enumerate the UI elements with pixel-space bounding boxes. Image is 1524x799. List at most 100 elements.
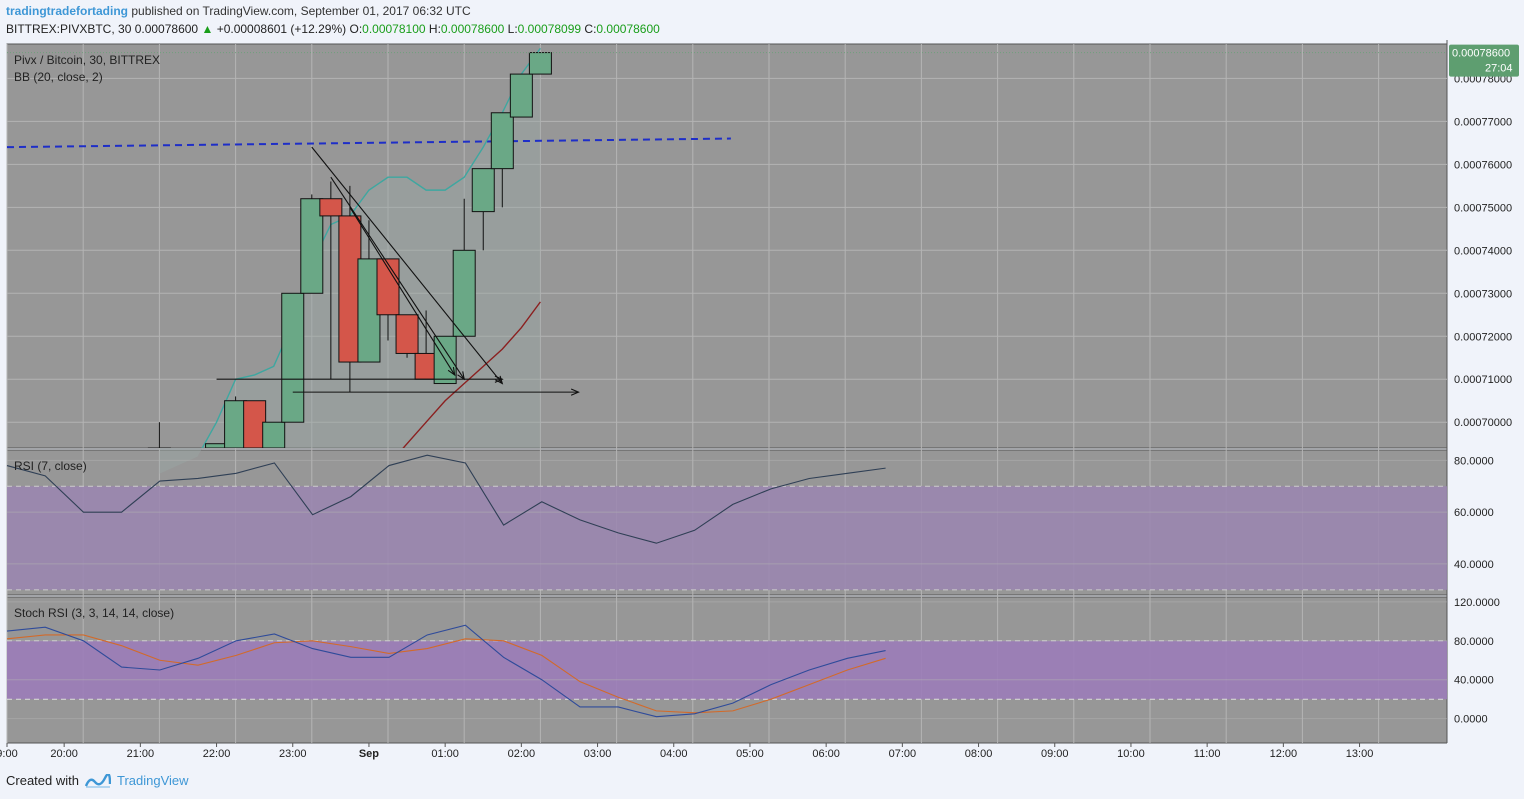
candle-body [471, 168, 495, 213]
open-label: O: [349, 22, 363, 36]
low-label: L: [507, 22, 518, 36]
rsi-pane-title: RSI (7, close) [14, 459, 87, 473]
stoch-d-line [6, 634, 886, 714]
time-tick-label: 20:00 [50, 748, 78, 760]
price-axis-area [1447, 40, 1524, 770]
candle-body [262, 421, 286, 448]
tradingview-brand[interactable]: TradingView [116, 773, 189, 788]
price-tick-label: 0.00074000 [1454, 245, 1512, 257]
high-label: H: [428, 22, 441, 36]
candle-body [490, 112, 514, 170]
symbol-price: BITTREX:PIVXBTC, 30 0.00078600 [6, 22, 199, 36]
price-tick-label: 0.00070000 [1454, 417, 1512, 429]
rsi-band-fill [7, 486, 1447, 590]
candle-up [262, 421, 286, 448]
open-value: 0.00078100 [362, 22, 426, 36]
time-tick-label: 11:00 [1194, 748, 1221, 760]
candle-up [471, 168, 495, 251]
time-tick-label: 05:00 [736, 748, 764, 760]
time-tick-label: 9:00 [0, 748, 18, 760]
time-tick-label: 07:00 [889, 748, 917, 760]
symbol-line: BITTREX:PIVXBTC, 30 0.00078600 ▲ +0.0000… [6, 22, 660, 36]
main-horizontal-grid [7, 77, 1447, 423]
time-tick-label: 01:00 [431, 748, 459, 760]
time-tick-label: 06:00 [812, 748, 840, 760]
stoch-tick-label: 0.0000 [1454, 714, 1488, 726]
candle-body [509, 73, 533, 118]
candle-up [509, 73, 533, 118]
candle-body [395, 314, 419, 354]
time-tick-label: 09:00 [1041, 748, 1069, 760]
close-label: C: [584, 22, 597, 36]
footer: Created with TradingView [6, 773, 189, 788]
bb-upper-band [201, 47, 541, 448]
vertical-grid [6, 44, 1380, 743]
up-arrow-icon: ▲ [201, 22, 214, 36]
rsi-line [6, 454, 886, 544]
time-tick-label: 02:00 [508, 748, 536, 760]
published-text: published on TradingView.com, September … [131, 4, 471, 18]
main-plot [7, 47, 731, 448]
stoch-tick-label: 40.0000 [1454, 675, 1494, 687]
stoch-k-line [6, 624, 886, 718]
time-tick-label: 13:00 [1346, 748, 1374, 760]
change-text: +0.00008601 (+12.29%) [216, 22, 347, 36]
publish-line: tradingtradefortading published on Tradi… [6, 4, 471, 18]
candle-up [281, 292, 305, 423]
trendline [311, 146, 503, 384]
candle-up [300, 194, 324, 294]
stoch-tick-label: 80.0000 [1454, 636, 1494, 648]
close-value: 0.00078600 [596, 22, 660, 36]
chart-canvas[interactable]: 0.00070000 0.00071000 0.00072000 0.00073000… [0, 40, 1524, 770]
candle-up [357, 220, 381, 363]
time-tick-label: Sep [359, 748, 379, 760]
time-tick-label: 08:00 [965, 748, 993, 760]
candle-up [528, 52, 552, 75]
rsi-tick-label: 40.0000 [1454, 559, 1494, 571]
tradingview-logo-icon [84, 773, 111, 788]
bb-indicator-label: BB (20, close, 2) [14, 70, 103, 84]
created-with-text: Created with [6, 773, 79, 788]
candle-down [319, 181, 343, 380]
low-value: 0.00078099 [517, 22, 582, 36]
candle-up [490, 112, 514, 208]
arrowhead [447, 366, 456, 377]
high-value: 0.00078600 [440, 22, 505, 36]
last-price-tag [1449, 44, 1519, 77]
price-tick-label: 0.00072000 [1454, 331, 1512, 343]
price-tick-label: 0.00077000 [1454, 116, 1512, 128]
trendline [349, 207, 456, 376]
stoch-tick-label: 120.0000 [1454, 597, 1500, 609]
author-link[interactable]: tradingtradefortading [6, 4, 128, 18]
candle-body [528, 52, 552, 75]
price-tick-label: 0.00076000 [1454, 159, 1512, 171]
trendline [330, 176, 465, 380]
stoch-band-fill [7, 640, 1447, 700]
blue-dashed-level-line [7, 137, 731, 149]
time-tick-label: 21:00 [127, 748, 155, 760]
time-tick-label: 12:00 [1270, 748, 1298, 760]
time-tick-label: 22:00 [203, 748, 231, 760]
time-tick-label: 23:00 [279, 748, 307, 760]
trendline-arrow [292, 388, 580, 396]
rsi-tick-label: 60.0000 [1454, 507, 1494, 519]
candle-body [319, 198, 343, 217]
last-price-label: 0.00078600 [1452, 48, 1510, 60]
arrowhead [570, 388, 580, 396]
price-tick-label: 0.00073000 [1454, 288, 1512, 300]
main-pane [6, 43, 1448, 449]
time-tick-label: 04:00 [660, 748, 688, 760]
bb-lower-band [402, 301, 541, 448]
time-tick-label: 10:00 [1117, 748, 1145, 760]
trendline-arrow [349, 207, 456, 377]
stoch-pane-title: Stoch RSI (3, 3, 14, 14, close) [14, 606, 174, 620]
candle-body [281, 292, 305, 423]
price-tick-label: 0.00075000 [1454, 202, 1512, 214]
countdown-label: 27:04 [1485, 63, 1513, 75]
rsi-tick-label: 80.0000 [1454, 455, 1494, 467]
candle-body [300, 198, 324, 294]
candle-down [395, 314, 419, 358]
price-tick-label: 0.00071000 [1454, 374, 1512, 386]
main-pane-title: Pivx / Bitcoin, 30, BITTREX [14, 53, 160, 67]
candle-up [147, 422, 171, 448]
